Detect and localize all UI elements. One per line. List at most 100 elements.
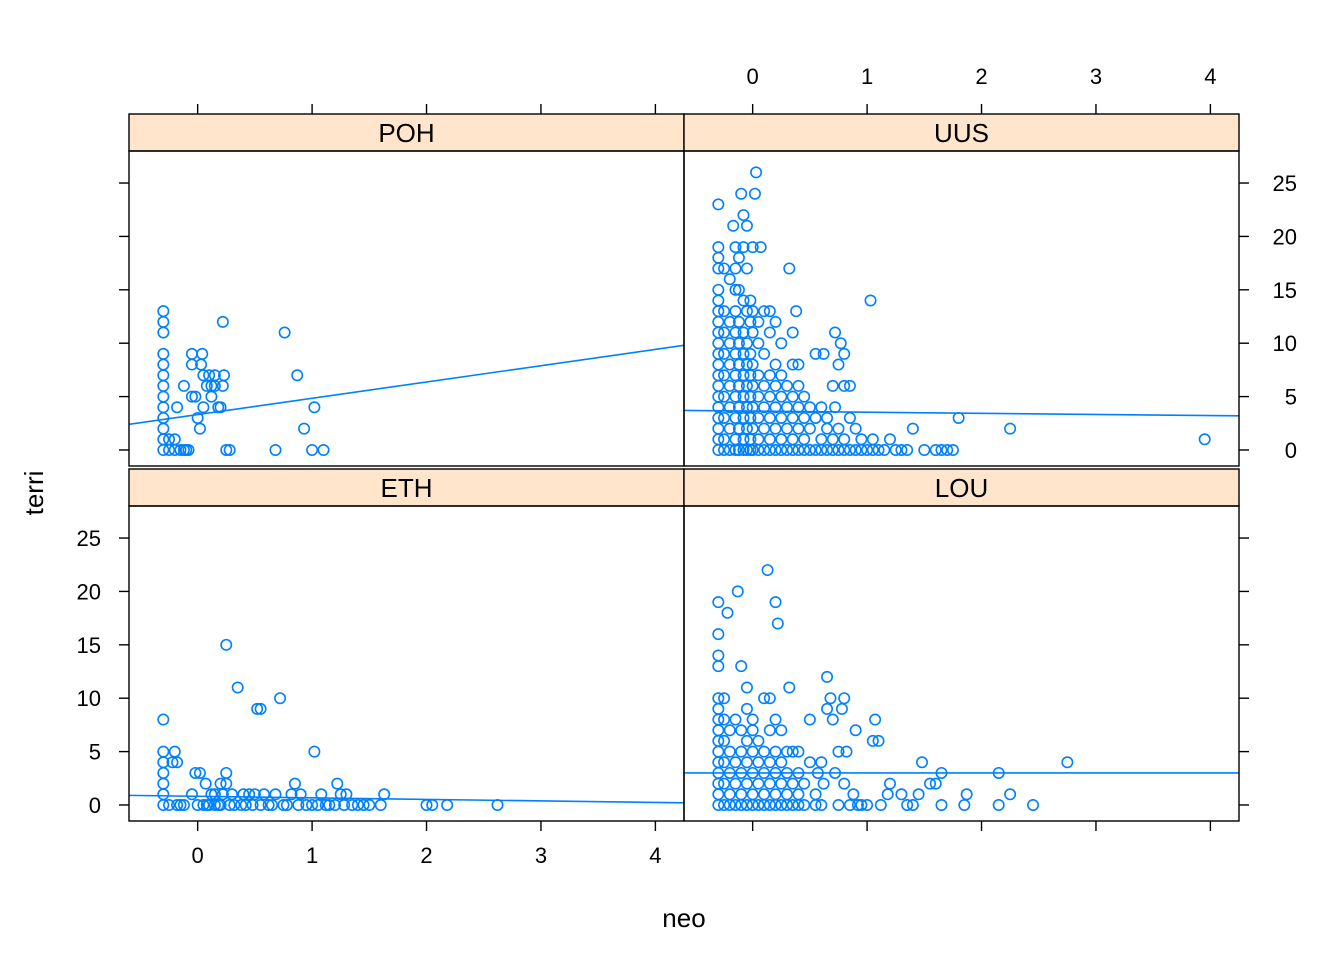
data-point [763, 390, 776, 403]
data-point [168, 433, 181, 446]
data-point [740, 681, 753, 694]
data-point [758, 692, 771, 705]
data-point [872, 443, 885, 456]
data-point [740, 443, 753, 456]
data-point [918, 443, 931, 456]
data-point [737, 326, 750, 339]
data-point [843, 798, 856, 811]
panel-uus: UUS [683, 113, 1240, 467]
data-point [780, 422, 793, 435]
data-point [929, 443, 942, 456]
x-tick-label: 0 [192, 843, 204, 868]
data-point [864, 294, 877, 307]
data-point [718, 756, 731, 769]
data-point [185, 390, 198, 403]
x-tick-label: 3 [1090, 64, 1102, 89]
data-point [843, 379, 856, 392]
data-point [740, 777, 753, 790]
data-point [746, 241, 759, 254]
data-point [174, 798, 187, 811]
data-point [992, 798, 1005, 811]
data-point [1004, 422, 1017, 435]
data-point [786, 358, 799, 371]
data-point [901, 798, 914, 811]
data-point [763, 326, 776, 339]
data-point [829, 401, 842, 414]
data-point [758, 745, 771, 758]
data-point [197, 798, 210, 811]
x-tick-label: 0 [747, 64, 759, 89]
data-point [895, 443, 908, 456]
data-point [832, 422, 845, 435]
data-point [775, 369, 788, 382]
data-point [758, 422, 771, 435]
data-point [935, 766, 948, 779]
data-point [712, 198, 725, 211]
panel-plot-area [684, 166, 1239, 456]
data-point [729, 411, 742, 424]
data-point [780, 401, 793, 414]
data-point [798, 798, 811, 811]
data-point [866, 433, 879, 446]
data-point [214, 401, 227, 414]
data-point [220, 443, 233, 456]
data-point [769, 422, 782, 435]
data-point [758, 379, 771, 392]
data-point [809, 347, 822, 360]
data-point [729, 262, 742, 275]
data-point [824, 692, 837, 705]
data-point [775, 337, 788, 350]
data-point [723, 337, 736, 350]
data-point [752, 433, 765, 446]
data-point [752, 369, 765, 382]
data-point [746, 443, 759, 456]
data-point [712, 283, 725, 296]
data-point [732, 283, 745, 296]
data-point [924, 777, 937, 790]
data-point [746, 305, 759, 318]
data-point [740, 379, 753, 392]
data-point [323, 798, 336, 811]
data-point [838, 433, 851, 446]
data-point [243, 788, 256, 801]
data-point [740, 262, 753, 275]
data-point [189, 390, 202, 403]
data-point [729, 756, 742, 769]
panel-border [683, 150, 1240, 467]
data-point [746, 766, 759, 779]
data-point [374, 798, 387, 811]
data-point [866, 734, 879, 747]
data-point [340, 788, 353, 801]
data-point [798, 777, 811, 790]
data-point [869, 713, 882, 726]
strip-label: UUS [934, 118, 989, 148]
data-point [775, 724, 788, 737]
data-point [763, 305, 776, 318]
data-point [832, 745, 845, 758]
data-point [1027, 798, 1040, 811]
data-point [780, 745, 793, 758]
panels-layer: POH UUS ETH LOU [128, 113, 1240, 822]
data-point [815, 756, 828, 769]
data-point [775, 411, 788, 424]
data-point [718, 305, 731, 318]
data-point [792, 443, 805, 456]
data-point [746, 745, 759, 758]
data-point [288, 777, 301, 790]
data-point [732, 401, 745, 414]
data-point [729, 390, 742, 403]
data-point [786, 326, 799, 339]
data-point [315, 788, 328, 801]
data-point [220, 638, 233, 651]
data-point [732, 337, 745, 350]
data-point [718, 390, 731, 403]
data-point [809, 411, 822, 424]
data-point [783, 262, 796, 275]
x-tick-label: 3 [535, 843, 547, 868]
data-point [157, 305, 170, 318]
data-point [729, 798, 742, 811]
data-point [231, 681, 244, 694]
data-point [746, 326, 759, 339]
data-point [732, 422, 745, 435]
data-point [941, 443, 954, 456]
